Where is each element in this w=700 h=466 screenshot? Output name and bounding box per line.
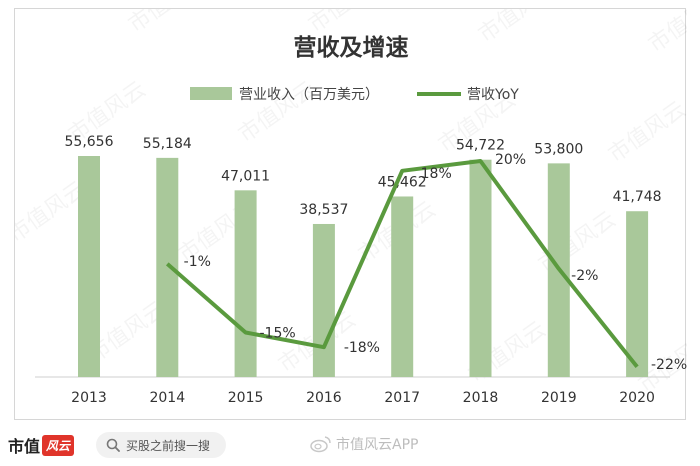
- logo-text: 市值: [8, 437, 41, 456]
- x-tick-label: 2018: [463, 390, 499, 406]
- legend-bar-swatch: [190, 87, 232, 100]
- x-tick-label: 2013: [71, 390, 107, 406]
- chart-frame: 市值风云 市值风云 市值风云 市值风云 市值风云 市值风云 市值风云 市值风云 市值风云 市值风云…: [14, 8, 687, 420]
- bar-value-label: 38,537: [299, 202, 348, 218]
- yoy-value-labels: -1% -15% -18% 18% 20% -2% -22%: [184, 152, 687, 373]
- x-tick-label: 2017: [384, 390, 420, 406]
- bar: [78, 156, 100, 377]
- logo-seal: 风云: [42, 434, 75, 456]
- watermark-brand-text: 市值风云APP: [336, 437, 419, 453]
- yoy-line-series: [165, 159, 639, 369]
- bar: [626, 211, 649, 377]
- yoy-value-label: -1%: [184, 254, 211, 270]
- brand-logo[interactable]: 市值 风云: [8, 434, 75, 456]
- chart-title: 营收及增速: [294, 34, 409, 61]
- yoy-value-label: -2%: [571, 268, 598, 284]
- x-tick-label: 2016: [306, 390, 342, 406]
- weibo-icon: [310, 436, 331, 453]
- bar-value-label: 45,462: [378, 174, 427, 190]
- search-box[interactable]: 买股之前搜一搜: [96, 432, 226, 458]
- bar-value-label: 41,748: [613, 189, 662, 205]
- yoy-value-label: -15%: [260, 326, 296, 342]
- watermark-text: 市值风云: [474, 9, 560, 48]
- legend-line-label: 营收YoY: [467, 87, 519, 103]
- watermark-text: 市值风云: [644, 9, 687, 58]
- bar: [156, 157, 179, 377]
- bar: [391, 196, 414, 377]
- bar-value-label: 54,722: [456, 138, 505, 154]
- x-tick-label: 2019: [541, 390, 577, 406]
- legend-bar-label: 营业收入（百万美元）: [239, 87, 379, 103]
- bar-value-label: 55,184: [143, 136, 192, 152]
- bar: [312, 223, 335, 377]
- search-placeholder: 买股之前搜一搜: [126, 438, 211, 453]
- bar: [469, 159, 492, 377]
- yoy-value-label: 18%: [421, 166, 452, 182]
- legend: 营业收入（百万美元） 营收YoY: [190, 87, 519, 103]
- yoy-value-label: 20%: [495, 152, 526, 168]
- x-tick-labels: 2013 2014 2015 2016 2017 2018 2019 2020: [71, 390, 655, 406]
- yoy-value-label: -18%: [344, 340, 380, 356]
- weibo-watermark: 市值风云APP: [310, 434, 418, 454]
- watermark-text: 市值风云: [604, 97, 687, 168]
- bar: [234, 190, 257, 377]
- x-tick-label: 2015: [228, 390, 264, 406]
- bar-value-label: 53,800: [534, 141, 583, 157]
- watermark-text: 市值风云: [124, 9, 210, 38]
- bar-value-label: 47,011: [221, 168, 270, 184]
- bar-value-labels: 55,656 55,184 47,011 38,537 45,462 54,722 53,8…: [65, 134, 662, 218]
- bar-value-label: 55,656: [65, 134, 114, 150]
- x-tick-label: 2014: [149, 390, 185, 406]
- yoy-value-label: -22%: [651, 357, 687, 373]
- search-icon: [106, 438, 120, 452]
- footer: 市值 风云 买股之前搜一搜 市值风云APP: [0, 424, 700, 466]
- watermark-text: 市值风云: [304, 9, 390, 38]
- x-tick-label: 2020: [619, 390, 655, 406]
